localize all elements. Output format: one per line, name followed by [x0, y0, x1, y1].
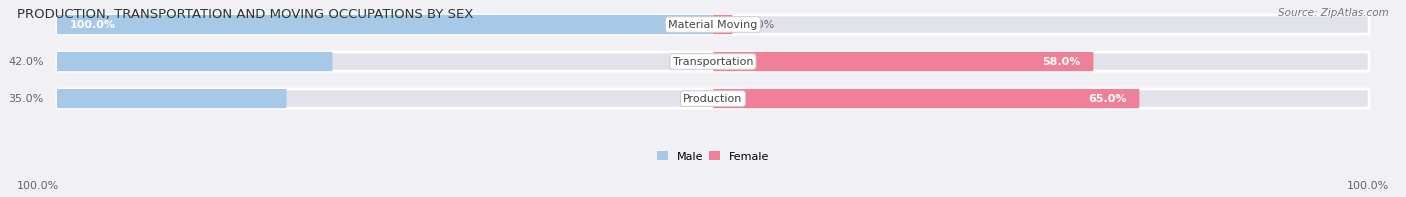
Text: 65.0%: 65.0% [1088, 94, 1126, 104]
FancyBboxPatch shape [56, 15, 1369, 34]
Text: Material Moving: Material Moving [668, 20, 758, 30]
FancyBboxPatch shape [56, 89, 287, 108]
Text: 58.0%: 58.0% [1042, 57, 1080, 67]
Text: 100.0%: 100.0% [1347, 181, 1389, 191]
FancyBboxPatch shape [56, 89, 1369, 108]
Text: PRODUCTION, TRANSPORTATION AND MOVING OCCUPATIONS BY SEX: PRODUCTION, TRANSPORTATION AND MOVING OC… [17, 8, 474, 21]
FancyBboxPatch shape [56, 52, 1369, 71]
Text: 100.0%: 100.0% [17, 181, 59, 191]
FancyBboxPatch shape [713, 89, 1139, 108]
FancyBboxPatch shape [713, 15, 733, 34]
Text: Transportation: Transportation [672, 57, 754, 67]
Text: 100.0%: 100.0% [70, 20, 117, 30]
FancyBboxPatch shape [56, 15, 713, 34]
Text: 35.0%: 35.0% [8, 94, 44, 104]
FancyBboxPatch shape [713, 52, 1094, 71]
Text: 42.0%: 42.0% [8, 57, 44, 67]
Legend: Male, Female: Male, Female [657, 151, 769, 162]
Text: Production: Production [683, 94, 742, 104]
Text: Source: ZipAtlas.com: Source: ZipAtlas.com [1278, 8, 1389, 18]
FancyBboxPatch shape [56, 52, 332, 71]
Text: 0.0%: 0.0% [745, 20, 775, 30]
